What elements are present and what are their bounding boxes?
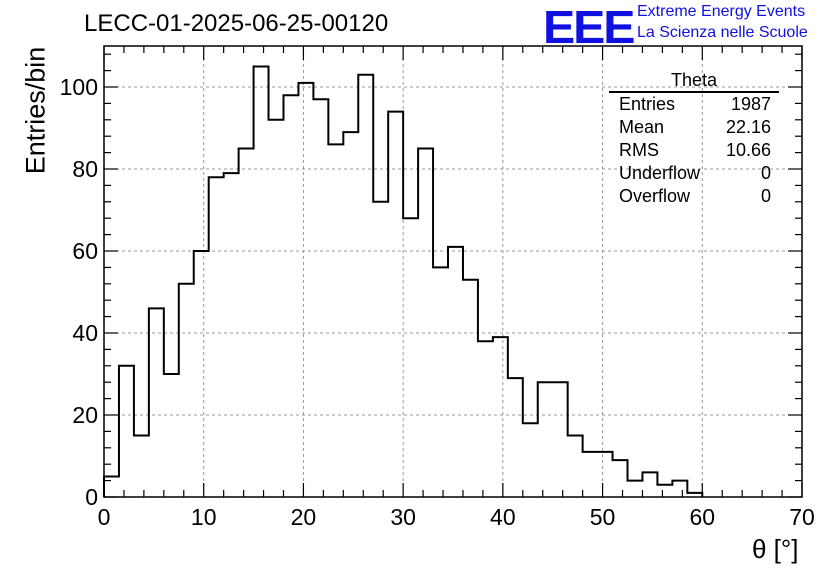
histogram-bin [418,149,433,498]
x-tick-label: 30 [390,504,416,530]
x-tick-label: 70 [789,504,815,530]
histogram-bin [523,423,538,497]
histogram-bin [493,337,508,497]
histogram-outline [103,65,704,497]
histogram-bin [388,112,403,497]
histogram-bin [194,251,209,497]
stats-label: Overflow [619,186,691,206]
y-tick-label: 0 [85,484,98,510]
stats-value: 1987 [730,94,771,114]
histogram-bin [478,341,493,497]
histogram-bin [298,83,313,497]
stats-row: Entries 1987 [609,93,779,116]
stats-row: Mean 22.16 [609,116,779,139]
histogram-bin [343,132,358,497]
x-tick-label: 40 [490,504,516,530]
histogram-bin [179,284,194,497]
histogram-bin [642,472,657,497]
stats-row: RMS 10.66 [609,139,779,162]
histogram-bin [613,460,628,497]
stats-label: Entries [619,94,676,114]
stats-label: RMS [619,140,659,160]
histogram-bin [358,75,373,497]
stats-value: 22.16 [725,117,771,137]
x-axis-label: θ [°] [752,534,799,564]
histogram-bin [269,120,284,497]
logo-line-1: Extreme Energy Events [637,3,806,20]
histogram-bin [672,481,687,497]
eee-logo-mark: EEE [543,1,635,53]
histogram-bin [508,378,523,497]
x-tick-label: 10 [191,504,217,530]
y-tick-label: 100 [60,74,98,100]
histogram-bin [433,267,448,497]
stats-value: 0 [760,163,771,183]
logo-line-2: La Scienza nelle Scuole [637,24,808,41]
plot-frame [103,45,803,498]
histogram-bin [224,173,239,497]
x-tick-label: 20 [291,504,317,530]
histogram-bin [254,67,269,498]
y-axis-label: Entries/bin [20,46,51,175]
x-tick-label: 50 [590,504,616,530]
histogram-bin [448,247,463,497]
stats-value: 10.66 [725,140,771,160]
histogram-bin [239,149,254,498]
histogram-bin [463,280,478,497]
y-tick-label: 80 [72,156,98,182]
stats-label: Mean [619,117,665,137]
y-tick-label: 60 [72,238,98,264]
chart-title: LECC-01-2025-06-25-00120 [84,10,389,37]
y-tick-label: 20 [72,402,98,428]
histogram-bin [104,477,119,498]
histogram-bin [553,382,568,497]
histogram-bin [149,308,164,497]
histogram-bin [657,485,672,497]
stats-row: Overflow 0 [609,185,779,208]
histogram-bin [403,218,418,497]
histogram-bin [313,99,328,497]
y-tick-label: 40 [72,320,98,346]
histogram-bin [283,95,298,497]
histogram-bin [583,452,598,497]
stats-label: Underflow [619,163,701,183]
stats-row: Underflow 0 [609,162,779,185]
stats-title: Theta [609,70,779,93]
histogram-bin [328,144,343,497]
histogram-bin [628,481,643,497]
stats-value: 0 [760,186,771,206]
histogram-bin [568,436,583,498]
x-tick-label: 60 [689,504,715,530]
x-tick-label: 0 [98,504,111,530]
histogram-bin [373,202,388,497]
histogram-bin [119,366,134,497]
histogram-bin [538,382,553,497]
histogram-bin [164,374,179,497]
histogram-bin [598,452,613,497]
histogram-bin [134,436,149,498]
histogram-bin [209,177,224,497]
stats-box: Theta Entries 1987 Mean 22.16 RMS 10.66 Und… [609,70,779,208]
